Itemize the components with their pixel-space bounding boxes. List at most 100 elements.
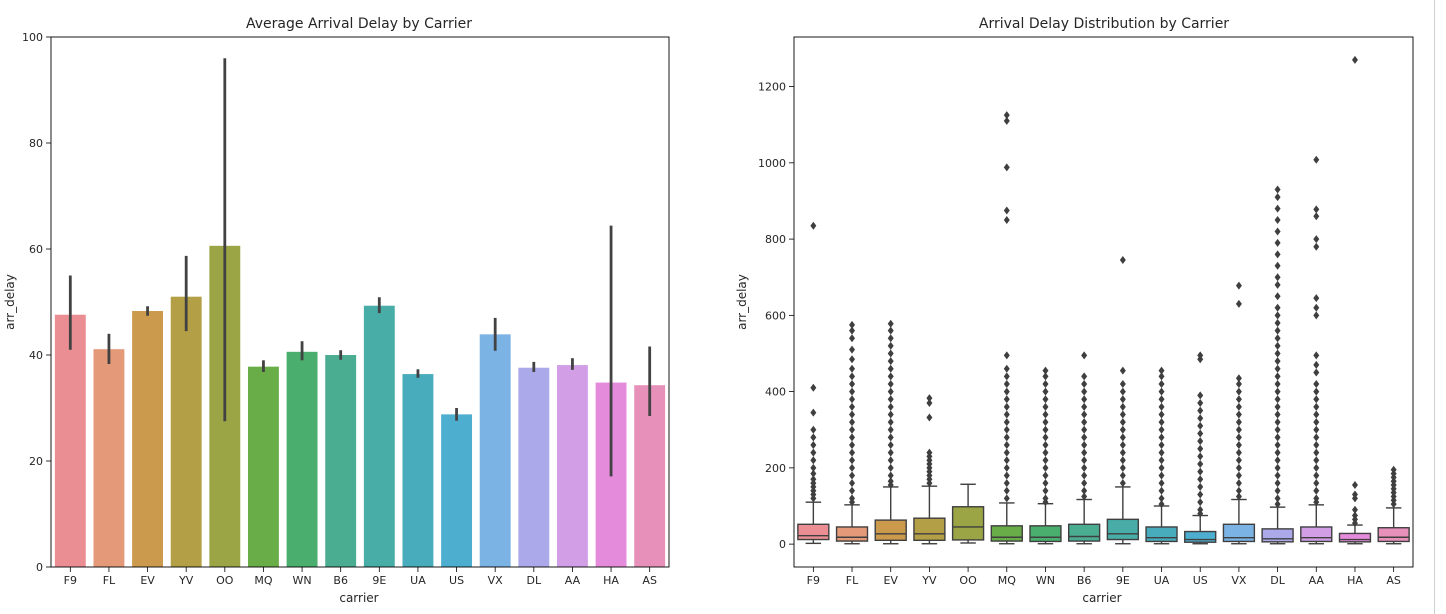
box-chart-x-tick-label: AA	[1309, 574, 1325, 587]
box-flier	[1042, 366, 1049, 375]
box-ha	[1338, 55, 1372, 545]
box-flier	[887, 481, 894, 490]
box-flier	[1274, 433, 1281, 442]
bar-chart-y-tick-label: 60	[29, 243, 43, 256]
box-flier	[1313, 368, 1320, 377]
bar	[132, 311, 164, 567]
box-chart-x-tick-label: HA	[1347, 574, 1363, 587]
box-flier	[1274, 471, 1281, 480]
box-flier	[1119, 256, 1126, 265]
box-chart-y-tick-label: 800	[765, 233, 786, 246]
box-flier	[1197, 467, 1204, 476]
box-flier	[1197, 429, 1204, 438]
bar-chart-bars	[54, 245, 666, 567]
box-iqr	[1377, 527, 1410, 543]
box-fl	[835, 320, 869, 545]
box-flier	[1313, 235, 1320, 244]
box-flier	[810, 408, 817, 417]
box-flier	[1274, 326, 1281, 335]
box-flier	[1235, 492, 1242, 501]
box-chart-y-tick-label: 200	[765, 462, 786, 475]
box-flier	[1274, 204, 1281, 213]
box-flier	[1274, 494, 1281, 503]
box-flier	[1119, 425, 1126, 434]
box-iqr	[990, 525, 1023, 542]
box-flier	[1351, 519, 1358, 528]
box-chart-y-tick-label: 400	[765, 386, 786, 399]
box-flier	[1313, 471, 1320, 480]
box-flier	[1274, 410, 1281, 419]
box-flier	[1158, 463, 1165, 472]
box-flier	[1235, 281, 1242, 290]
box-flier	[887, 433, 894, 442]
box-chart-x-tick-label: FL	[846, 574, 859, 587]
box-flier	[1158, 425, 1165, 434]
bar	[402, 374, 434, 567]
box-flier	[1197, 406, 1204, 415]
box-flier	[1042, 379, 1049, 388]
box-flier	[1158, 433, 1165, 442]
box-flier	[1042, 486, 1049, 495]
box-flier	[849, 479, 856, 488]
box-flier	[1042, 410, 1049, 419]
box-flier	[810, 463, 817, 472]
box-flier	[926, 413, 933, 422]
bar-chart-x-tick-label: DL	[527, 574, 542, 587]
box-flier	[1313, 479, 1320, 488]
box-flier	[1042, 498, 1049, 507]
box-flier	[887, 326, 894, 335]
box-flier	[1313, 155, 1320, 164]
box-iqr	[1145, 526, 1178, 543]
box-flier	[1003, 479, 1010, 488]
box-chart-x-tick-label: DL	[1270, 574, 1285, 587]
box-flier	[1197, 498, 1204, 507]
bar	[325, 355, 357, 567]
box-iqr	[797, 523, 830, 541]
box-flier	[887, 334, 894, 343]
box-flier	[1042, 456, 1049, 465]
box-flier	[887, 456, 894, 465]
box-ua	[1145, 366, 1178, 545]
box-9e	[1106, 256, 1140, 545]
box-flier	[1274, 349, 1281, 358]
box-flier	[810, 469, 817, 478]
box-flier	[1197, 482, 1204, 491]
bar-chart-x-tick-label: UA	[410, 574, 426, 587]
box-flier	[887, 319, 894, 328]
box-flier	[849, 402, 856, 411]
box-flier	[1235, 479, 1242, 488]
box-flier	[1274, 440, 1281, 449]
box-flier	[810, 456, 817, 465]
box-flier	[1081, 471, 1088, 480]
box-chart-x-tick-label: UA	[1154, 574, 1170, 587]
box-chart-y-axis-label: arr_delay	[735, 274, 749, 330]
box-chart-y-tick-label: 600	[765, 309, 786, 322]
box-flier	[1003, 364, 1010, 373]
bar-chart: Average Arrival Delay by Carrier carrier…	[3, 16, 670, 605]
box-flier	[1042, 395, 1049, 404]
box-flier	[1313, 242, 1320, 251]
box-flier	[1313, 498, 1320, 507]
bar-chart-y-tick-label: 20	[29, 455, 43, 468]
box-flier	[849, 456, 856, 465]
box-flier	[1313, 410, 1320, 419]
box-flier	[1274, 395, 1281, 404]
bar-chart-axes-frame	[50, 36, 670, 568]
box-flier	[887, 372, 894, 381]
box-flier	[1274, 193, 1281, 202]
box-flier	[1158, 418, 1165, 427]
bar-chart-x-ticks: F9 FL EV YV OO MQ WN B6 9E UA US VX DL AA HA AS	[64, 567, 657, 587]
box-flier	[849, 440, 856, 449]
box-flier	[849, 486, 856, 495]
box-flier	[1313, 205, 1320, 214]
box-flier	[1274, 227, 1281, 236]
box-flier	[1003, 433, 1010, 442]
box-wn	[1029, 366, 1062, 545]
box-flier	[1274, 486, 1281, 495]
box-flier	[1003, 471, 1010, 480]
box-iqr	[913, 517, 946, 542]
box-chart-y-tick-label: 1200	[758, 81, 786, 94]
bar-chart-x-tick-label: WN	[293, 574, 312, 587]
box-flier	[1313, 379, 1320, 388]
box-iqr	[1029, 525, 1062, 543]
